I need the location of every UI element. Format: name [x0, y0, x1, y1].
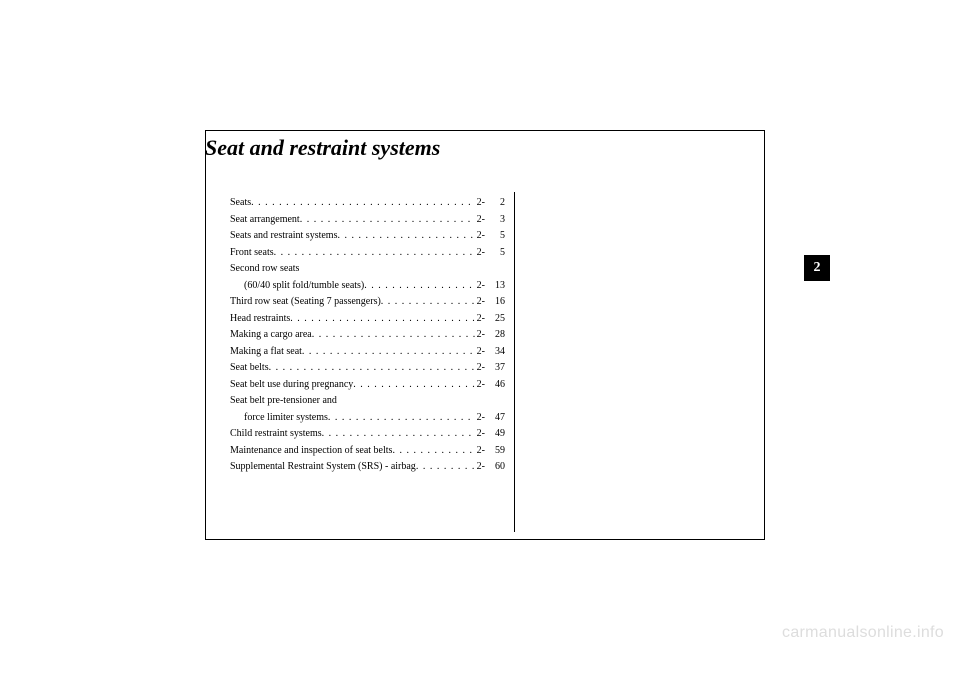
toc-entry-leader: . . . . . . . . . . . . . . . . . . . . …: [269, 360, 475, 377]
chapter-tab: 2: [804, 255, 830, 281]
toc-entry: Seat belt use during pregnancy . . . . .…: [230, 377, 505, 394]
toc-entry-leader: . . . . . . . . . . . . . . . . . . . . …: [381, 294, 475, 311]
toc-entry-label: Seat belts: [230, 360, 269, 377]
toc-entry-leader: . . . . . . . . . . . . . . . . . . . . …: [328, 410, 475, 427]
toc-entry-label: Seat arrangement: [230, 212, 300, 229]
toc-entry-chapter: 2-: [475, 360, 485, 377]
toc-entry-page: 47: [485, 410, 505, 427]
toc-entry-page: 13: [485, 278, 505, 295]
toc-entry-label: Making a flat seat: [230, 344, 302, 361]
table-of-contents: Seats . . . . . . . . . . . . . . . . . …: [230, 195, 505, 476]
toc-entry-leader: . . . . . . . . . . . . . . . . . . . . …: [364, 278, 474, 295]
toc-entry-label: Seat belt use during pregnancy: [230, 377, 353, 394]
toc-entry-chapter: 2-: [475, 459, 485, 476]
toc-entry-leader: . . . . . . . . . . . . . . . . . . . . …: [251, 195, 475, 212]
chapter-tab-number: 2: [814, 260, 821, 276]
toc-entry-page: 3: [485, 212, 505, 229]
toc-entry-label: Seats: [230, 195, 251, 212]
toc-entry-leader: . . . . . . . . . . . . . . . . . . . . …: [302, 344, 475, 361]
toc-entry-chapter: 2-: [475, 327, 485, 344]
toc-entry: Seat belt pre-tensioner and: [230, 393, 505, 410]
toc-entry-label: Second row seats: [230, 261, 299, 278]
toc-entry: Maintenance and inspection of seat belts…: [230, 443, 505, 460]
toc-entry-label: force limiter systems: [230, 410, 328, 427]
toc-entry: (60/40 split fold/tumble seats) . . . . …: [230, 278, 505, 295]
toc-entry: Seat arrangement . . . . . . . . . . . .…: [230, 212, 505, 229]
toc-entry-label: Maintenance and inspection of seat belts: [230, 443, 392, 460]
toc-entry-label: Front seats: [230, 245, 274, 262]
toc-entry-leader: . . . . . . . . . . . . . . . . . . . . …: [392, 443, 474, 460]
toc-entry-page: 25: [485, 311, 505, 328]
toc-entry: Second row seats: [230, 261, 505, 278]
toc-entry-page: 37: [485, 360, 505, 377]
toc-entry-label: Seat belt pre-tensioner and: [230, 393, 337, 410]
toc-entry-label: Making a cargo area: [230, 327, 312, 344]
toc-entry-leader: . . . . . . . . . . . . . . . . . . . . …: [322, 426, 475, 443]
toc-entry-chapter: 2-: [475, 212, 485, 229]
toc-entry: force limiter systems . . . . . . . . . …: [230, 410, 505, 427]
toc-entry: Child restraint systems . . . . . . . . …: [230, 426, 505, 443]
toc-entry-chapter: 2-: [475, 443, 485, 460]
column-divider: [514, 192, 515, 532]
toc-entry-page: 34: [485, 344, 505, 361]
toc-entry-leader: . . . . . . . . . . . . . . . . . . . . …: [312, 327, 475, 344]
toc-entry: Front seats . . . . . . . . . . . . . . …: [230, 245, 505, 262]
toc-entry-page: 49: [485, 426, 505, 443]
toc-entry-chapter: 2-: [475, 377, 485, 394]
toc-entry-label: Third row seat (Seating 7 passengers): [230, 294, 381, 311]
toc-entry: Making a flat seat . . . . . . . . . . .…: [230, 344, 505, 361]
toc-entry-page: 2: [485, 195, 505, 212]
toc-entry-page: 5: [485, 245, 505, 262]
toc-entry-leader: . . . . . . . . . . . . . . . . . . . . …: [416, 459, 475, 476]
toc-entry-label: Child restraint systems: [230, 426, 322, 443]
toc-entry-chapter: 2-: [475, 278, 485, 295]
toc-entry-chapter: 2-: [475, 410, 485, 427]
toc-entry: Seats and restraint systems . . . . . . …: [230, 228, 505, 245]
toc-entry-chapter: 2-: [475, 195, 485, 212]
toc-entry-chapter: 2-: [475, 245, 485, 262]
toc-entry-chapter: 2-: [475, 294, 485, 311]
toc-entry-label: (60/40 split fold/tumble seats): [230, 278, 364, 295]
toc-entry: Third row seat (Seating 7 passengers) . …: [230, 294, 505, 311]
toc-entry-chapter: 2-: [475, 311, 485, 328]
toc-entry-leader: . . . . . . . . . . . . . . . . . . . . …: [337, 228, 474, 245]
toc-entry-label: Head restraints: [230, 311, 290, 328]
toc-entry-page: 59: [485, 443, 505, 460]
toc-entry-leader: . . . . . . . . . . . . . . . . . . . . …: [300, 212, 475, 229]
toc-entry: Supplemental Restraint System (SRS) - ai…: [230, 459, 505, 476]
toc-entry-page: 60: [485, 459, 505, 476]
toc-entry-page: 5: [485, 228, 505, 245]
toc-entry-chapter: 2-: [475, 228, 485, 245]
toc-entry-page: 46: [485, 377, 505, 394]
toc-entry-label: Supplemental Restraint System (SRS) - ai…: [230, 459, 416, 476]
toc-entry: Head restraints . . . . . . . . . . . . …: [230, 311, 505, 328]
watermark-text: carmanualsonline.info: [782, 624, 944, 642]
toc-entry-chapter: 2-: [475, 344, 485, 361]
toc-entry: Making a cargo area . . . . . . . . . . …: [230, 327, 505, 344]
toc-entry-leader: . . . . . . . . . . . . . . . . . . . . …: [274, 245, 475, 262]
toc-entry: Seat belts . . . . . . . . . . . . . . .…: [230, 360, 505, 377]
toc-entry-page: 28: [485, 327, 505, 344]
toc-entry-leader: . . . . . . . . . . . . . . . . . . . . …: [353, 377, 474, 394]
toc-entry: Seats . . . . . . . . . . . . . . . . . …: [230, 195, 505, 212]
toc-entry-page: 16: [485, 294, 505, 311]
toc-entry-label: Seats and restraint systems: [230, 228, 337, 245]
toc-entry-leader: . . . . . . . . . . . . . . . . . . . . …: [290, 311, 474, 328]
toc-entry-chapter: 2-: [475, 426, 485, 443]
chapter-title: Seat and restraint systems: [205, 135, 440, 161]
